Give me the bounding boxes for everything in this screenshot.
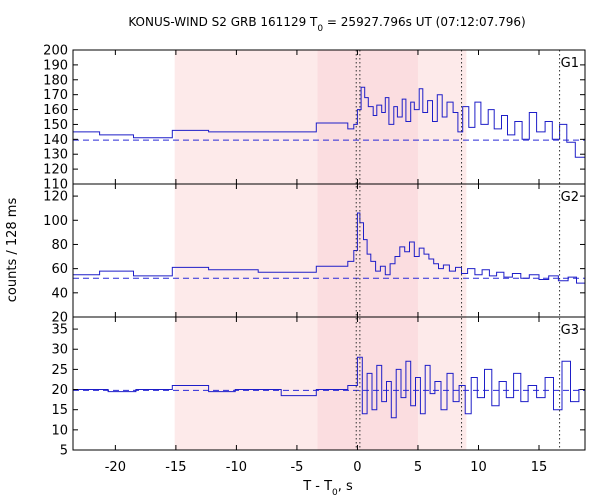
g2-ytick-label-80: 80 xyxy=(51,238,68,253)
vertical-markers xyxy=(355,50,561,450)
xtick-label-5: 5 xyxy=(414,460,422,475)
g2-panel-name: G2 xyxy=(561,190,579,205)
g3-series-line xyxy=(73,356,586,419)
xtick-label--20: -20 xyxy=(105,460,126,475)
g3-ytick-label-20: 20 xyxy=(51,383,68,398)
g3-ytick-label-30: 30 xyxy=(51,343,68,358)
tick-marks xyxy=(73,49,585,451)
g3-panel-name: G3 xyxy=(561,323,579,338)
g1-ytick-label-160: 160 xyxy=(43,103,68,118)
count-series xyxy=(73,86,586,419)
tick-labels: 1101201301401501601701801902002040608010… xyxy=(43,44,547,476)
g2-ytick-label-60: 60 xyxy=(51,262,68,277)
g2-ytick-label-100: 100 xyxy=(43,214,68,229)
xtick-label--15: -15 xyxy=(165,460,186,475)
g1-ytick-label-180: 180 xyxy=(43,73,68,88)
chart-title: KONUS-WIND S2 GRB 161129 T0 = 25927.796s… xyxy=(128,15,525,34)
g1-series-line xyxy=(73,86,586,158)
x-axis-label: T - T0, s xyxy=(302,479,353,498)
y-axis-label: counts / 128 ms xyxy=(5,198,20,303)
xtick-label-15: 15 xyxy=(531,460,548,475)
panel-names: G1 G2 G3 xyxy=(561,56,579,338)
g1-ytick-label-140: 140 xyxy=(43,133,68,148)
g3-ytick-label-5: 5 xyxy=(60,444,68,459)
g1-ytick-label-120: 120 xyxy=(43,163,68,178)
xtick-label--10: -10 xyxy=(226,460,247,475)
g3-ytick-label-10: 10 xyxy=(51,423,68,438)
g1-ytick-label-170: 170 xyxy=(43,88,68,103)
background-levels xyxy=(73,139,585,391)
g1-ytick-label-190: 190 xyxy=(43,58,68,73)
g1-panel-name: G1 xyxy=(561,56,579,71)
g1-ytick-label-150: 150 xyxy=(43,118,68,133)
g2-ytick-label-40: 40 xyxy=(51,286,68,301)
panel-frames xyxy=(72,49,586,451)
xtick-label-0: 0 xyxy=(353,460,361,475)
g1-ytick-label-110: 110 xyxy=(43,178,68,193)
g3-frame xyxy=(72,316,586,451)
g3-ytick-label-25: 25 xyxy=(51,363,68,378)
g3-ytick-label-15: 15 xyxy=(51,403,68,418)
xtick-label--5: -5 xyxy=(290,460,303,475)
g1-ytick-label-200: 200 xyxy=(43,44,68,59)
xtick-label-10: 10 xyxy=(470,460,487,475)
g1-ytick-label-130: 130 xyxy=(43,148,68,163)
g2-series-line xyxy=(73,212,586,284)
g2-ytick-label-120: 120 xyxy=(43,190,68,205)
g2-ytick-label-20: 20 xyxy=(51,311,68,326)
g3-ytick-label-35: 35 xyxy=(51,323,68,338)
